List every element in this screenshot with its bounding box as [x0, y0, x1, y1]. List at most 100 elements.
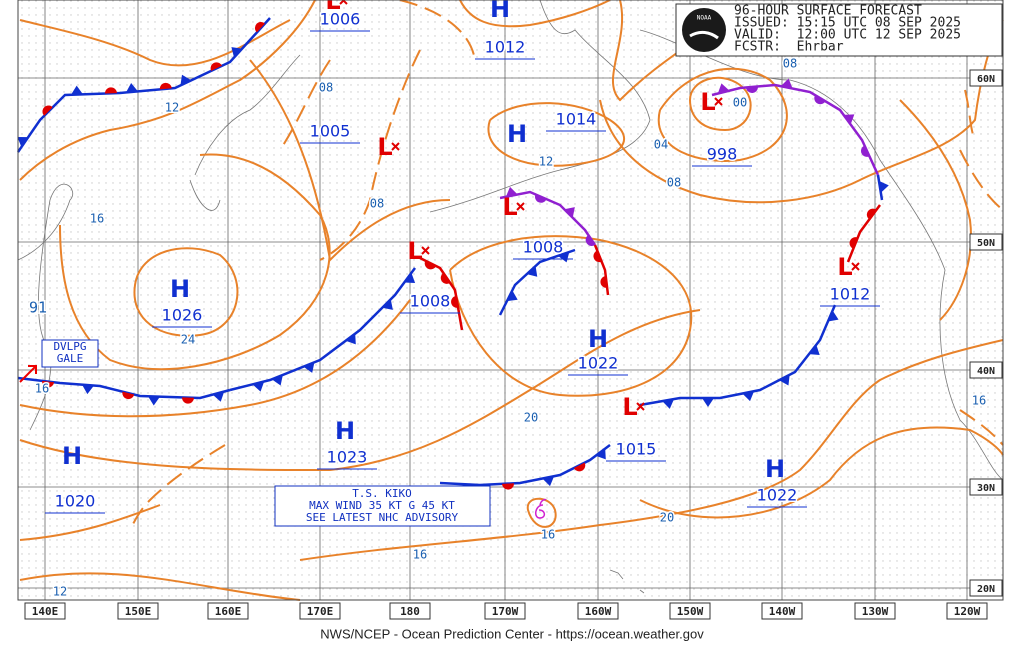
- cold-front-pip: [505, 186, 518, 197]
- isobar-label: 12: [165, 101, 179, 115]
- center-pressure: 1022: [578, 354, 619, 373]
- front-line: [16, 17, 271, 153]
- center-letter: H: [588, 325, 608, 353]
- warm-front-pip: [424, 260, 437, 270]
- cold-front-pip: [778, 374, 790, 386]
- lon-label-bg: [207, 602, 249, 620]
- warm-front-pip: [440, 272, 451, 284]
- isobar-label: 20: [660, 511, 674, 525]
- warm-front-pip: [600, 275, 608, 288]
- cold-front-pip: [717, 83, 730, 94]
- center-letter: H: [490, 0, 510, 23]
- warm-front-pip: [535, 194, 547, 203]
- isobar-label: 16: [90, 212, 104, 226]
- cold-front-pip: [542, 476, 555, 487]
- center-pressure: 1014: [556, 110, 597, 129]
- center-letter: L: [502, 193, 517, 221]
- lon-label-bg: [389, 602, 431, 620]
- header-frame: [675, 3, 1003, 57]
- lon-label: 180: [400, 605, 420, 618]
- lat-label: 40N: [977, 366, 995, 377]
- gale-text: GALE: [57, 352, 84, 365]
- center-letter: H: [62, 442, 82, 470]
- warm-front-pip: [42, 380, 55, 388]
- cold-front-pip: [231, 47, 243, 58]
- header-line: 96-HOUR SURFACE FORECAST: [734, 4, 922, 19]
- lon-label-bg: [761, 602, 803, 620]
- lat-label-bg: [969, 361, 1003, 379]
- logo-text: NOAA: [697, 15, 712, 22]
- center-pressure: 1023: [327, 448, 368, 467]
- cold-front-pip: [808, 344, 820, 355]
- low-marker: [421, 246, 430, 255]
- cold-front-pip: [82, 384, 95, 395]
- low-marker: [391, 142, 400, 151]
- center-pressure: 998: [707, 145, 738, 164]
- lon-label-bg: [484, 602, 526, 620]
- isobar-label: 08: [783, 57, 797, 71]
- center-pressure: 1020: [55, 492, 96, 511]
- center-letter: L: [837, 253, 852, 281]
- cold-front-pip: [271, 374, 283, 386]
- lat-label: 30N: [977, 483, 995, 494]
- kiko-frame: [274, 485, 491, 527]
- lon-label: 160W: [585, 605, 612, 618]
- cold-front-pip: [827, 310, 839, 322]
- cold-front-pip: [148, 396, 161, 406]
- low-marker: [636, 402, 645, 411]
- isobar-label: 91: [29, 299, 47, 317]
- gale-arrow: [19, 365, 37, 383]
- warm-front-pip: [814, 95, 826, 105]
- lon-label: 170E: [307, 605, 334, 618]
- center-pressure: 1008: [523, 238, 564, 257]
- cold-front-pip: [506, 290, 518, 302]
- isobar-label: 16: [972, 394, 986, 408]
- kiko-text: SEE LATEST NHC ADVISORY: [306, 511, 459, 524]
- cold-front-pip: [662, 399, 675, 409]
- cold-front-pip: [526, 266, 538, 277]
- gale-text: DVLPG: [53, 340, 86, 353]
- lon-label: 140E: [32, 605, 59, 618]
- center-pressure: 1022: [757, 486, 798, 505]
- lat-label: 20N: [977, 584, 995, 595]
- warm-front-pip: [860, 145, 870, 157]
- lat-label-bg: [969, 69, 1003, 87]
- header-line: VALID: 12:00 UTC 12 SEP 2025: [734, 28, 961, 43]
- isobar-label: 20: [524, 411, 538, 425]
- isobar-label: 16: [541, 528, 555, 542]
- isobar-label: 08: [319, 81, 333, 95]
- cold-front-pip: [843, 114, 855, 125]
- tropical-storm-symbol: [535, 498, 547, 519]
- center-pressure: 1006: [320, 10, 361, 29]
- cold-front-pip: [252, 381, 265, 392]
- header-line: ISSUED: 15:15 UTC 08 SEP 2025: [734, 16, 961, 31]
- center-letter: H: [170, 275, 190, 303]
- cold-front-pip: [382, 299, 393, 310]
- warm-front-pip: [210, 62, 223, 71]
- cold-front-pip: [70, 85, 83, 95]
- warm-front-pip: [159, 82, 172, 90]
- lon-label-bg: [24, 602, 66, 620]
- center-letter: L: [700, 88, 715, 116]
- cold-front-pip: [564, 207, 575, 218]
- isobar-label: 16: [413, 548, 427, 562]
- center-pressure: 1012: [830, 285, 871, 304]
- header-box: NOAA 96-HOUR SURFACE FORECAST ISSUED: 15…: [675, 3, 1003, 57]
- cold-front-pip: [780, 78, 793, 89]
- lon-label: 120W: [954, 605, 981, 618]
- isobar-label: 08: [667, 176, 681, 190]
- labels: 140E 150E 160E 170E 180 170W 160W 150W 140W 130W 1…: [24, 55, 1003, 620]
- cold-front-pip: [125, 82, 138, 93]
- lat-label-bg: [969, 579, 1003, 597]
- map-frame: [17, 0, 1004, 601]
- warm-front-pip: [122, 391, 135, 400]
- footer: NWS/NCEP - Ocean Prediction Center - htt…: [320, 626, 704, 641]
- warm-front-pip: [849, 237, 858, 249]
- center-pressure: 1012: [485, 38, 526, 57]
- warm-front-pip: [42, 105, 53, 116]
- cold-front-pip: [878, 180, 889, 193]
- header-line: FCSTR: Ehrbar: [734, 40, 844, 55]
- lon-label: 140W: [769, 605, 796, 618]
